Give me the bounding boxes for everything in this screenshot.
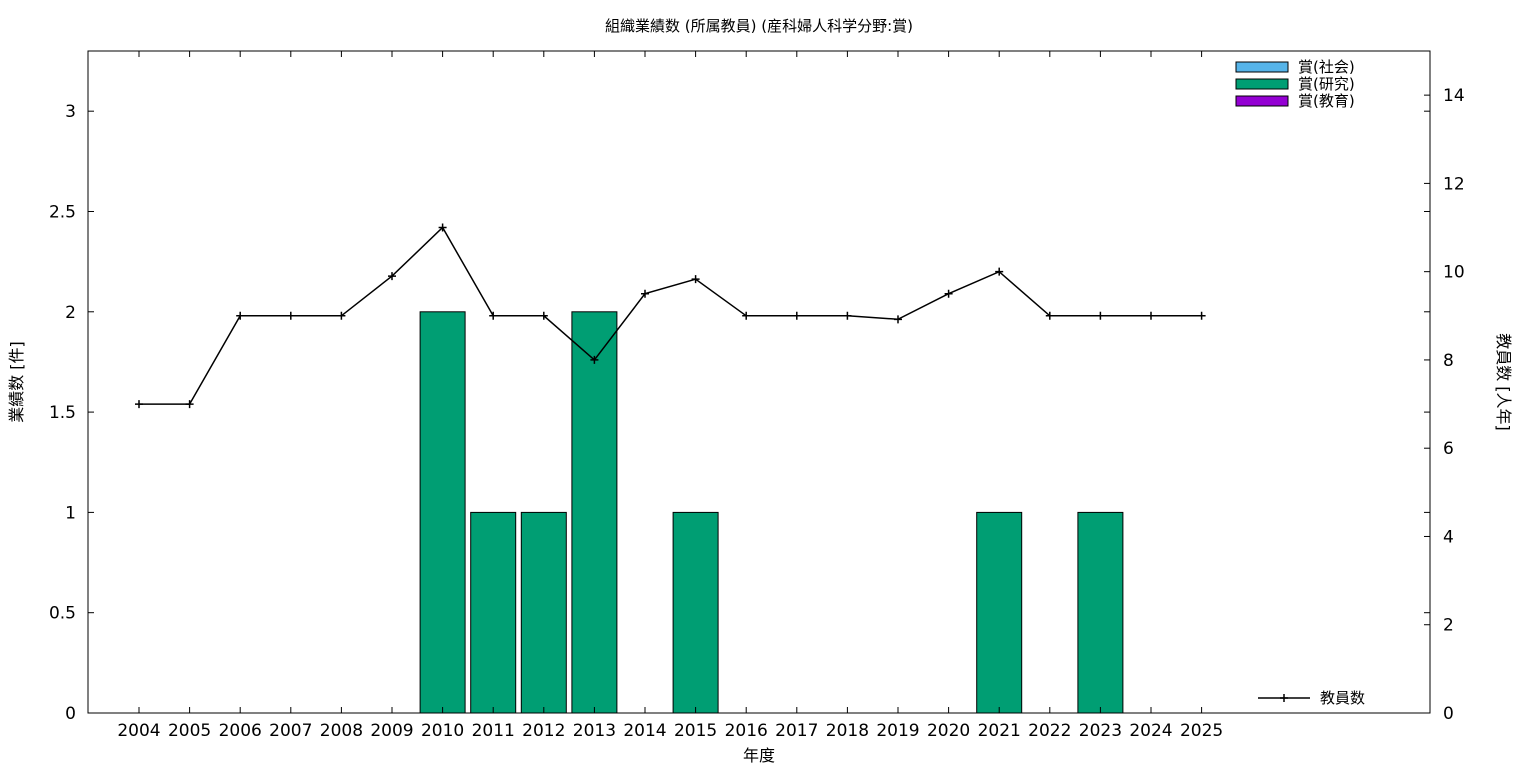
x-tick-label-2013: 2013 [573,721,616,741]
x-axis-ticks: 2004 2005 2006 2007 2008 2009 2010 2011 2012 2013… [117,51,1223,741]
line-point-2023 [1096,311,1105,320]
y2-axis-ticks: 0 2 4 6 8 10 12 14 [1424,86,1465,724]
y-tick-label-6: 3 [65,102,76,122]
x-tick-label-2020: 2020 [927,721,970,741]
x-tick-label-2014: 2014 [623,721,666,741]
legend-line-marker-3 [1280,694,1288,702]
x-tick-label-2022: 2022 [1028,721,1071,741]
y-tick-label-2: 1 [65,503,76,523]
line-point-2022 [1045,311,1054,320]
y2-tick-label-3: 6 [1443,439,1454,459]
chart-title: 組織業績数 (所属教員) (産科婦人科学分野:賞) [605,17,913,35]
bar-1-2011 [470,511,517,714]
plot-frame [87,50,1431,714]
y-axis-label: 業績数 [件] [7,341,26,423]
line-point-2006 [236,311,245,320]
line-point-2025 [1197,311,1206,320]
bar-1-2015 [672,511,719,714]
y2-tick-label-5: 10 [1443,263,1465,283]
bar-1-2013 [571,311,618,714]
line-point-2013 [590,355,599,364]
legend-swatch-2 [1235,95,1289,107]
x-tick-label-2017: 2017 [775,721,818,741]
y-tick-label-4: 2 [65,303,76,323]
x-tick-label-2023: 2023 [1079,721,1122,741]
line-group [135,223,1206,409]
x-tick-label-2015: 2015 [674,721,717,741]
y-axis-ticks: 0 0.5 1 1.5 2 2.5 3 [49,102,1430,724]
x-tick-label-2019: 2019 [876,721,919,741]
line-point-2014 [641,289,649,298]
y2-tick-label-7: 14 [1443,86,1465,106]
bars-group [419,311,1124,714]
legend-swatch-1 [1235,78,1289,90]
series-line-3 [139,226,1202,405]
y-tick-label-1: 0.5 [49,604,76,624]
line-point-2012 [539,311,548,320]
x-tick-label-2004: 2004 [117,721,160,741]
legend-swatch-0 [1235,61,1289,73]
y2-tick-label-6: 12 [1443,174,1465,194]
y-tick-label-3: 1.5 [49,403,76,423]
bar-1-2021 [976,511,1023,714]
bar-1-2010 [419,311,466,714]
line-point-2008 [337,311,346,320]
x-tick-label-2010: 2010 [421,721,464,741]
y2-axis-label: 教員数 [人年] [1494,333,1513,431]
line-point-2020 [944,289,953,298]
line-point-2018 [843,311,852,320]
legend-label-2: 賞(教育) [1298,92,1355,110]
bar-1-2012 [520,511,567,714]
y2-tick-label-1: 2 [1443,616,1454,636]
legend-label-3: 教員数 [1320,689,1365,707]
x-tick-label-2005: 2005 [168,721,211,741]
line-point-2021 [995,267,1004,276]
x-tick-label-2006: 2006 [219,721,262,741]
line-point-2016 [742,311,751,320]
y-tick-label-0: 0 [65,704,76,724]
x-tick-label-2007: 2007 [269,721,312,741]
x-axis-label: 年度 [743,746,775,765]
line-point-2019 [894,315,902,324]
line-point-2005 [185,400,194,409]
line-point-2017 [792,311,801,320]
legend-label-0: 賞(社会) [1298,58,1355,76]
legend: 賞(社会)賞(研究)賞(教育) 教員数 [1235,58,1365,707]
line-point-2007 [286,311,295,320]
bar-1-2023 [1077,511,1124,714]
x-tick-label-2012: 2012 [522,721,565,741]
y2-tick-label-0: 0 [1443,704,1454,724]
x-tick-label-2011: 2011 [472,721,515,741]
x-tick-label-2021: 2021 [978,721,1021,741]
line-point-2004 [135,400,143,409]
y-tick-label-5: 2.5 [49,202,76,222]
y2-tick-label-2: 4 [1443,527,1454,547]
x-tick-label-2025: 2025 [1180,721,1223,741]
line-point-2015 [691,275,700,284]
legend-label-1: 賞(研究) [1298,75,1355,93]
x-tick-label-2024: 2024 [1129,721,1172,741]
line-point-2011 [489,311,498,320]
x-tick-label-2018: 2018 [826,721,869,741]
x-tick-label-2016: 2016 [725,721,768,741]
line-point-2024 [1147,311,1155,320]
y2-tick-label-4: 8 [1443,351,1454,371]
x-tick-label-2009: 2009 [370,721,413,741]
x-tick-label-2008: 2008 [320,721,363,741]
line-point-2009 [388,272,396,281]
line-point-2010 [438,223,447,232]
